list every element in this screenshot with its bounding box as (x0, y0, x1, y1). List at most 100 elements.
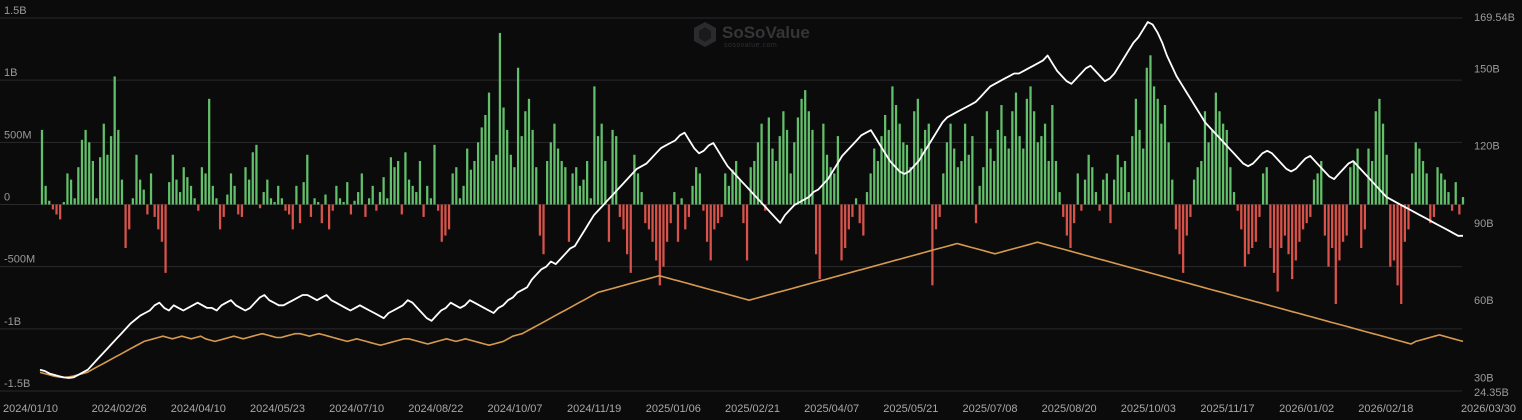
inflow-bar (153, 204, 156, 217)
inflow-bar (1269, 204, 1272, 249)
inflow-bar (705, 204, 709, 242)
inflow-bar (1080, 204, 1083, 211)
x-tick-label: 2026/01/02 (1279, 403, 1334, 415)
inflow-bar (160, 204, 164, 242)
inflow-bar (1156, 98, 1159, 205)
x-tick-label: 2025/01/06 (646, 403, 701, 415)
inflow-bar (1025, 98, 1029, 205)
inflow-bar (1040, 136, 1043, 205)
inflow-bar (698, 173, 701, 205)
inflow-bar (702, 204, 705, 211)
inflow-bar (891, 86, 894, 205)
inflow-bar (851, 204, 854, 217)
inflow-bar (1105, 173, 1108, 205)
inflow-bar (302, 182, 305, 205)
inflow-bar (48, 200, 51, 205)
inflow-bar (840, 204, 843, 261)
inflow-bar (382, 177, 385, 205)
left-tick-label: 500M (4, 129, 32, 141)
x-tick-label: 2025/10/03 (1121, 403, 1176, 415)
inflow-bar (291, 204, 294, 230)
inflow-bar (524, 111, 527, 205)
inflow-bar (473, 160, 476, 205)
left-tick-label: 1B (4, 67, 17, 79)
inflow-bar (709, 204, 712, 261)
inflow-bar (77, 167, 80, 205)
inflow-bar (716, 204, 720, 224)
right-tick-label: 90B (1474, 218, 1494, 230)
inflow-bar (756, 142, 760, 205)
daily-net-inflow-bars (40, 32, 1465, 304)
inflow-bar (927, 123, 930, 205)
inflow-bar (1425, 173, 1428, 205)
x-tick-label: 2026/02/18 (1358, 403, 1413, 415)
inflow-bar (1160, 123, 1163, 205)
inflow-bar (66, 173, 69, 205)
inflow-bar (455, 167, 458, 205)
inflow-bar (189, 185, 193, 205)
inflow-bar (1152, 86, 1156, 205)
watermark-tagline: sosovalue.com (724, 42, 777, 49)
inflow-bar (1378, 98, 1381, 205)
inflow-bar (687, 204, 691, 217)
inflow-bar (211, 185, 214, 205)
inflow-bar (527, 98, 531, 205)
inflow-bar (397, 160, 400, 205)
inflow-bar (353, 200, 356, 205)
inflow-bar (985, 111, 989, 205)
inflow-bar (164, 204, 167, 273)
inflow-bar (437, 204, 440, 211)
inflow-bar (535, 167, 538, 205)
series-lines (39, 21, 1464, 379)
inflow-bar (898, 123, 901, 205)
inflow-bar (128, 204, 131, 230)
inflow-bar (469, 169, 472, 205)
inflow-bar (804, 90, 807, 205)
inflow-bar (771, 148, 774, 205)
inflow-bar (1363, 204, 1366, 230)
inflow-bar (1298, 204, 1301, 242)
inflow-bar (669, 204, 672, 224)
inflow-bar (1178, 204, 1181, 255)
inflow-bar (625, 204, 629, 255)
inflow-bar (1450, 204, 1454, 211)
inflow-bar (560, 160, 563, 205)
inflow-bar (680, 198, 683, 205)
inflow-bar (894, 105, 898, 205)
inflow-bar (157, 204, 160, 230)
inflow-bar (1222, 123, 1225, 205)
inflow-bar (604, 160, 607, 205)
inflow-bar (1374, 111, 1377, 205)
inflow-bar (1033, 111, 1036, 205)
inflow-bar (393, 167, 396, 205)
inflow-bar (317, 202, 320, 205)
inflow-bar (171, 154, 174, 205)
inflow-bar (1341, 204, 1345, 242)
inflow-bar (1214, 92, 1217, 205)
inflow-bar (658, 204, 661, 286)
inflow-bar (335, 185, 338, 205)
inflow-bar (1229, 167, 1232, 205)
inflow-bar (418, 160, 422, 205)
inflow-bar (226, 194, 229, 205)
inflow-bar (178, 192, 182, 205)
inflow-bar (1280, 204, 1283, 249)
inflow-bar (1440, 173, 1443, 205)
inflow-bar (218, 204, 222, 230)
left-tick-label: 1.5B (4, 5, 27, 17)
inflow-bar (109, 136, 113, 205)
inflow-bar (1211, 129, 1214, 205)
inflow-bar (905, 144, 909, 205)
inflow-bar (1065, 204, 1068, 236)
inflow-bar (920, 148, 923, 205)
left-tick-label: -1.5B (4, 378, 30, 390)
cumulative-net-inflow-line (39, 241, 1464, 379)
inflow-bar (415, 192, 418, 205)
x-tick-label: 2024/02/26 (92, 403, 147, 415)
inflow-bar (186, 177, 189, 205)
inflow-bar (1243, 204, 1247, 267)
inflow-bar (1396, 204, 1399, 286)
inflow-bar (782, 111, 785, 205)
inflow-bar (1149, 55, 1152, 205)
